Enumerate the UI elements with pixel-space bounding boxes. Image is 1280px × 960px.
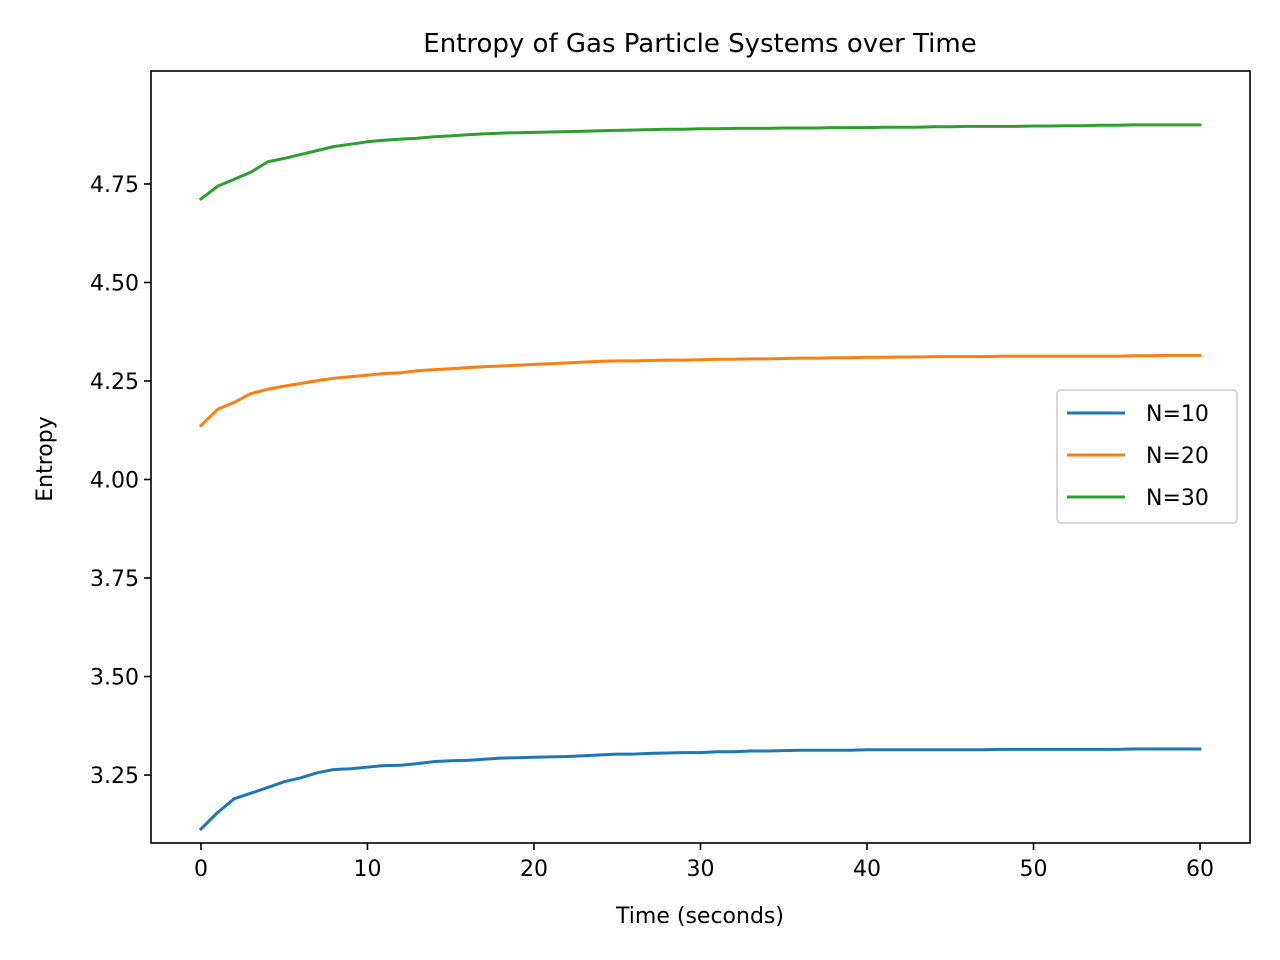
legend-label: N=30 (1146, 486, 1209, 511)
y-tick-label: 4.00 (90, 468, 139, 493)
y-tick-label: 3.75 (90, 567, 139, 592)
series-line-n-10 (198, 747, 1202, 832)
x-tick-label: 60 (1186, 857, 1214, 882)
legend-label: N=10 (1146, 402, 1209, 427)
x-tick-label: 20 (520, 857, 548, 882)
x-tick-label: 30 (687, 857, 715, 882)
y-tick-label: 3.25 (90, 764, 139, 789)
y-tick-label: 4.50 (90, 271, 139, 296)
series-layer (198, 123, 1202, 832)
legend-box (1056, 389, 1238, 524)
series-line-n-30 (198, 123, 1202, 202)
legend-label: N=20 (1146, 444, 1209, 469)
series-line-n-20 (198, 353, 1202, 428)
x-tick-label: 0 (194, 857, 208, 882)
y-tick-label: 3.50 (90, 666, 139, 691)
plot-area (150, 70, 1251, 844)
x-axis-label: Time (seconds) (615, 904, 784, 929)
legend: N=10 N=20 N=30 (1056, 389, 1238, 524)
chart-title: Entropy of Gas Particle Systems over Tim… (423, 29, 976, 59)
x-tick-label: 10 (353, 857, 381, 882)
y-axis-label: Entropy (33, 416, 58, 501)
x-axis: 0 10 20 30 40 50 60 (194, 843, 1214, 882)
x-tick-label: 50 (1020, 857, 1048, 882)
y-tick-label: 4.25 (90, 370, 139, 395)
x-tick-label: 40 (853, 857, 881, 882)
y-axis: 3.25 3.50 3.75 4.00 4.25 4.50 4.75 (90, 173, 151, 789)
y-tick-label: 4.75 (90, 173, 139, 198)
